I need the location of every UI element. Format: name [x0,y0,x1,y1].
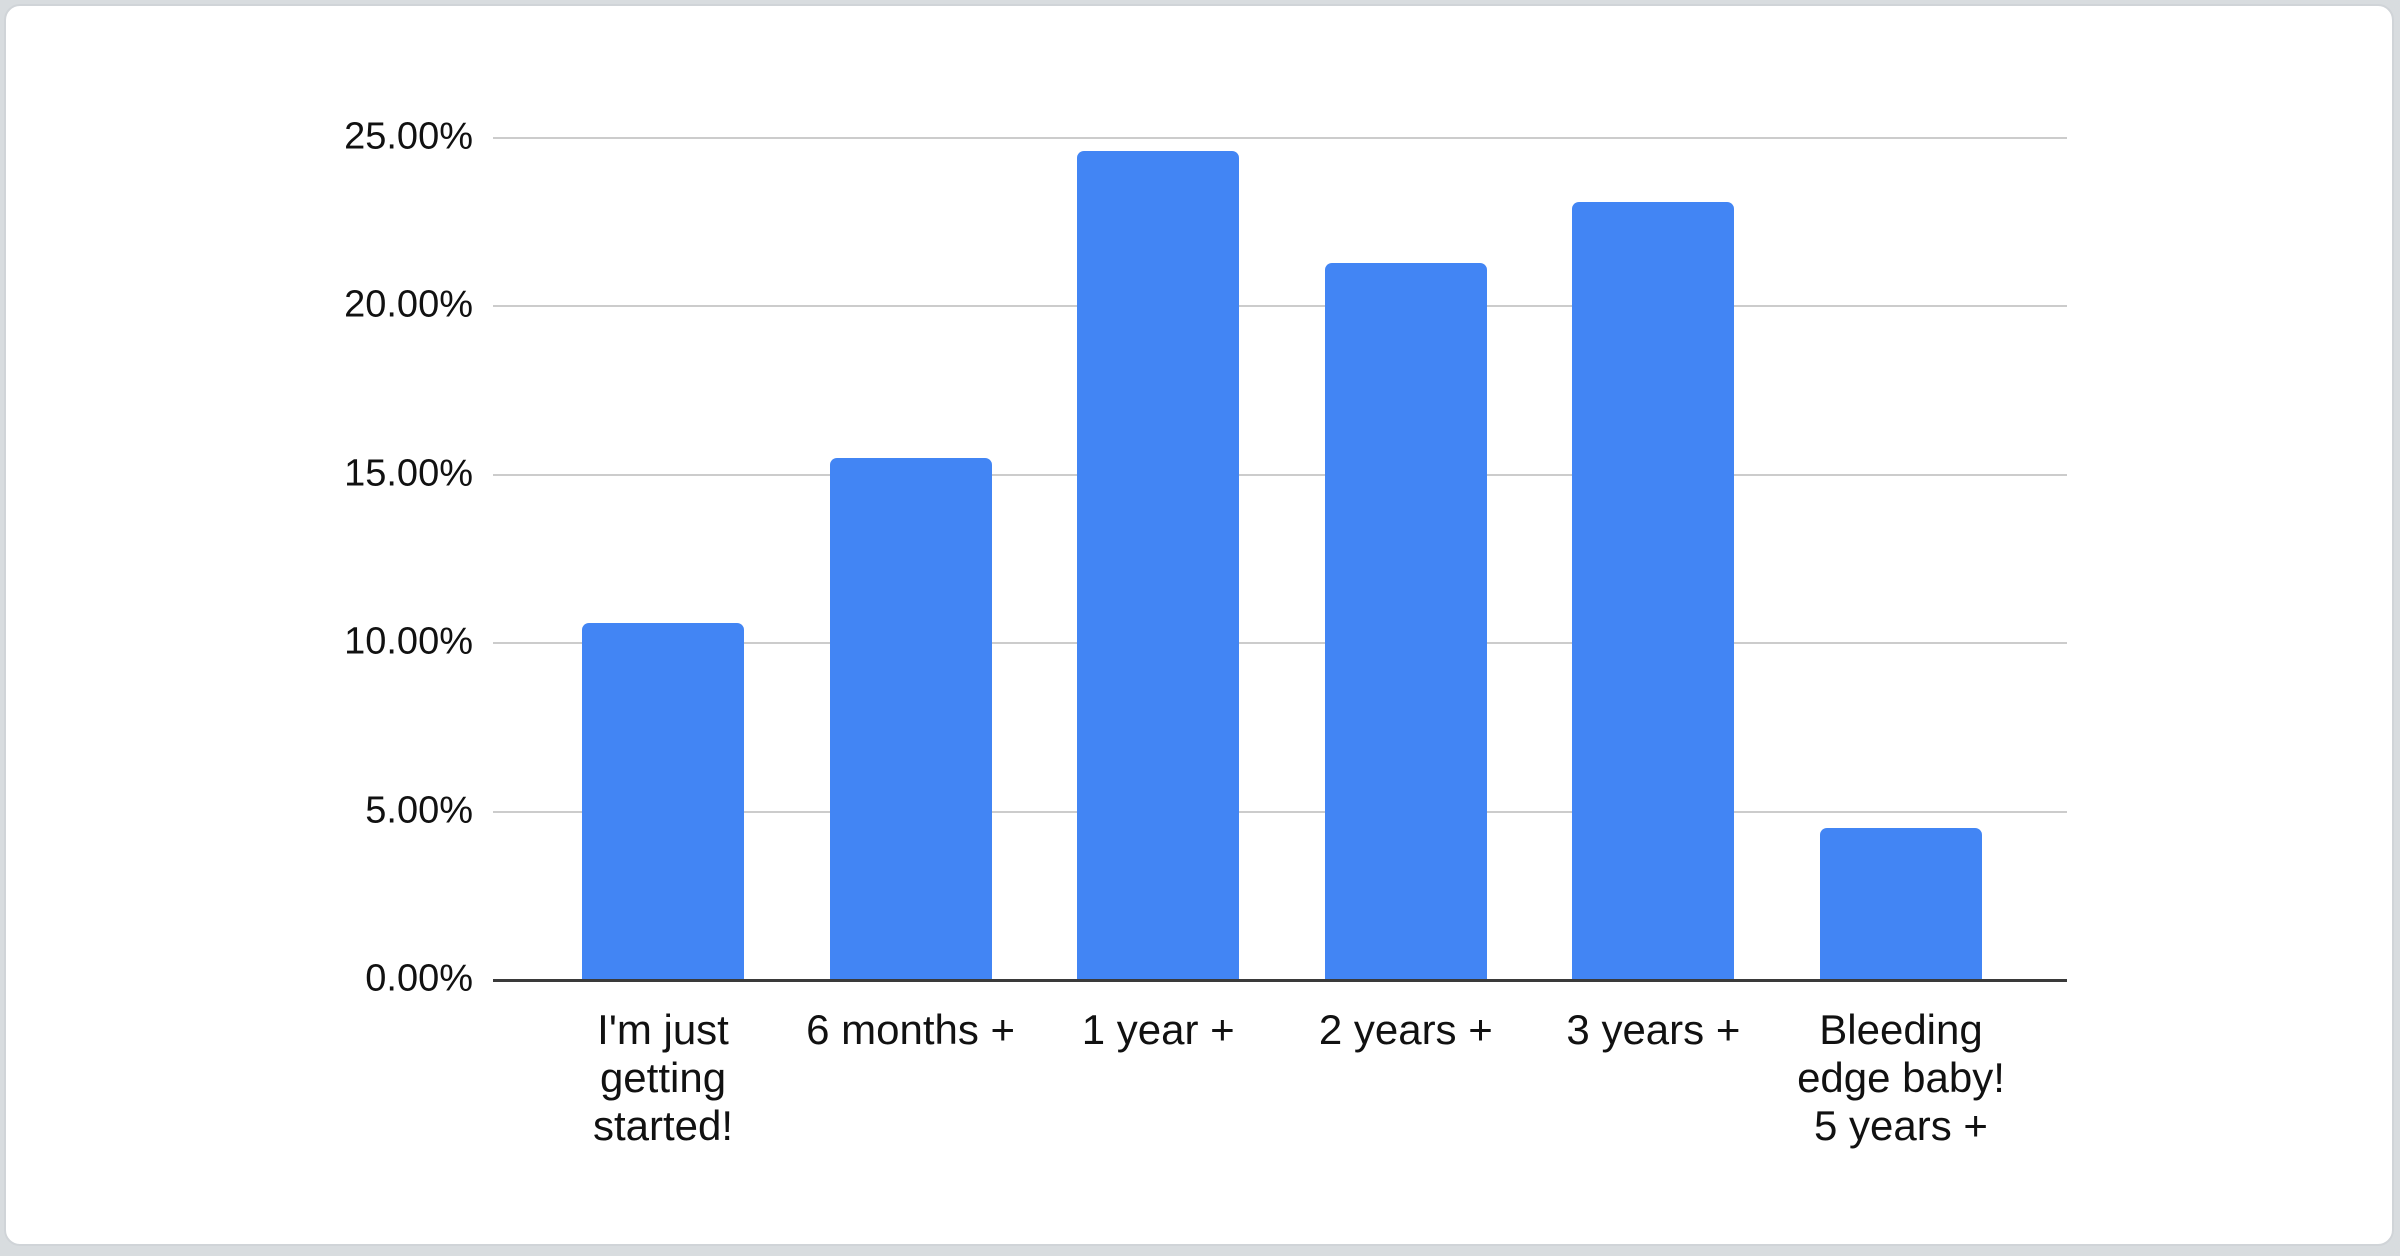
y-axis-tick-label: 10.00% [344,620,473,663]
bar-4[interactable] [1324,262,1487,980]
x-axis-category-label: Bleeding edge baby! 5 years + [1797,1006,2005,1149]
gridline [493,810,2067,813]
x-axis-category-label: I'm just getting started! [592,1006,734,1149]
bar-6[interactable] [1820,828,1982,980]
y-axis-tick-label: 0.00% [365,957,473,1000]
x-axis-category-label: 6 months + [806,1006,1016,1053]
gridline [493,137,2067,139]
gridline [493,642,2067,645]
x-axis-line [493,979,2067,982]
gridline [493,305,2067,308]
y-axis-tick-label: 5.00% [365,789,473,832]
bar-1[interactable] [582,622,744,980]
x-axis-category-label: 1 year + [1081,1006,1235,1053]
y-axis-tick-label: 15.00% [344,452,473,495]
bar-5[interactable] [1572,201,1735,980]
bar-2[interactable] [829,457,992,980]
gridline [493,473,2067,476]
bar-3[interactable] [1077,151,1240,980]
x-axis-category-label: 2 years + [1318,1006,1493,1053]
y-axis-tick-label: 25.00% [344,115,473,158]
y-axis-tick-label: 20.00% [344,284,473,327]
x-axis-category-label: 3 years + [1566,1006,1741,1053]
